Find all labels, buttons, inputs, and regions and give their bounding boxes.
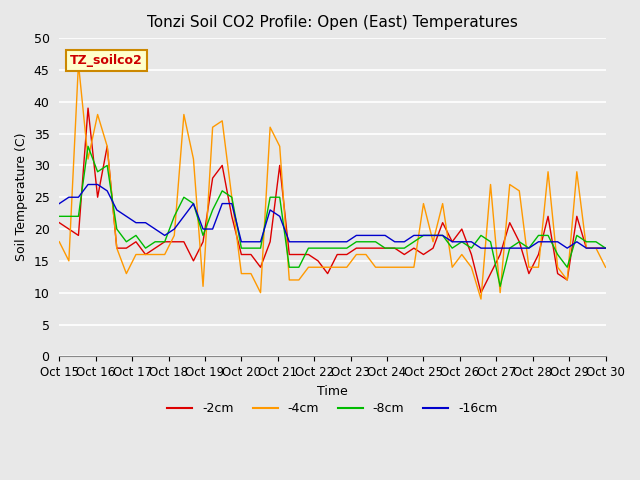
Y-axis label: Soil Temperature (C): Soil Temperature (C) bbox=[15, 133, 28, 262]
Text: TZ_soilco2: TZ_soilco2 bbox=[70, 54, 143, 67]
Title: Tonzi Soil CO2 Profile: Open (East) Temperatures: Tonzi Soil CO2 Profile: Open (East) Temp… bbox=[147, 15, 518, 30]
X-axis label: Time: Time bbox=[317, 384, 348, 397]
Legend: -2cm, -4cm, -8cm, -16cm: -2cm, -4cm, -8cm, -16cm bbox=[163, 397, 502, 420]
